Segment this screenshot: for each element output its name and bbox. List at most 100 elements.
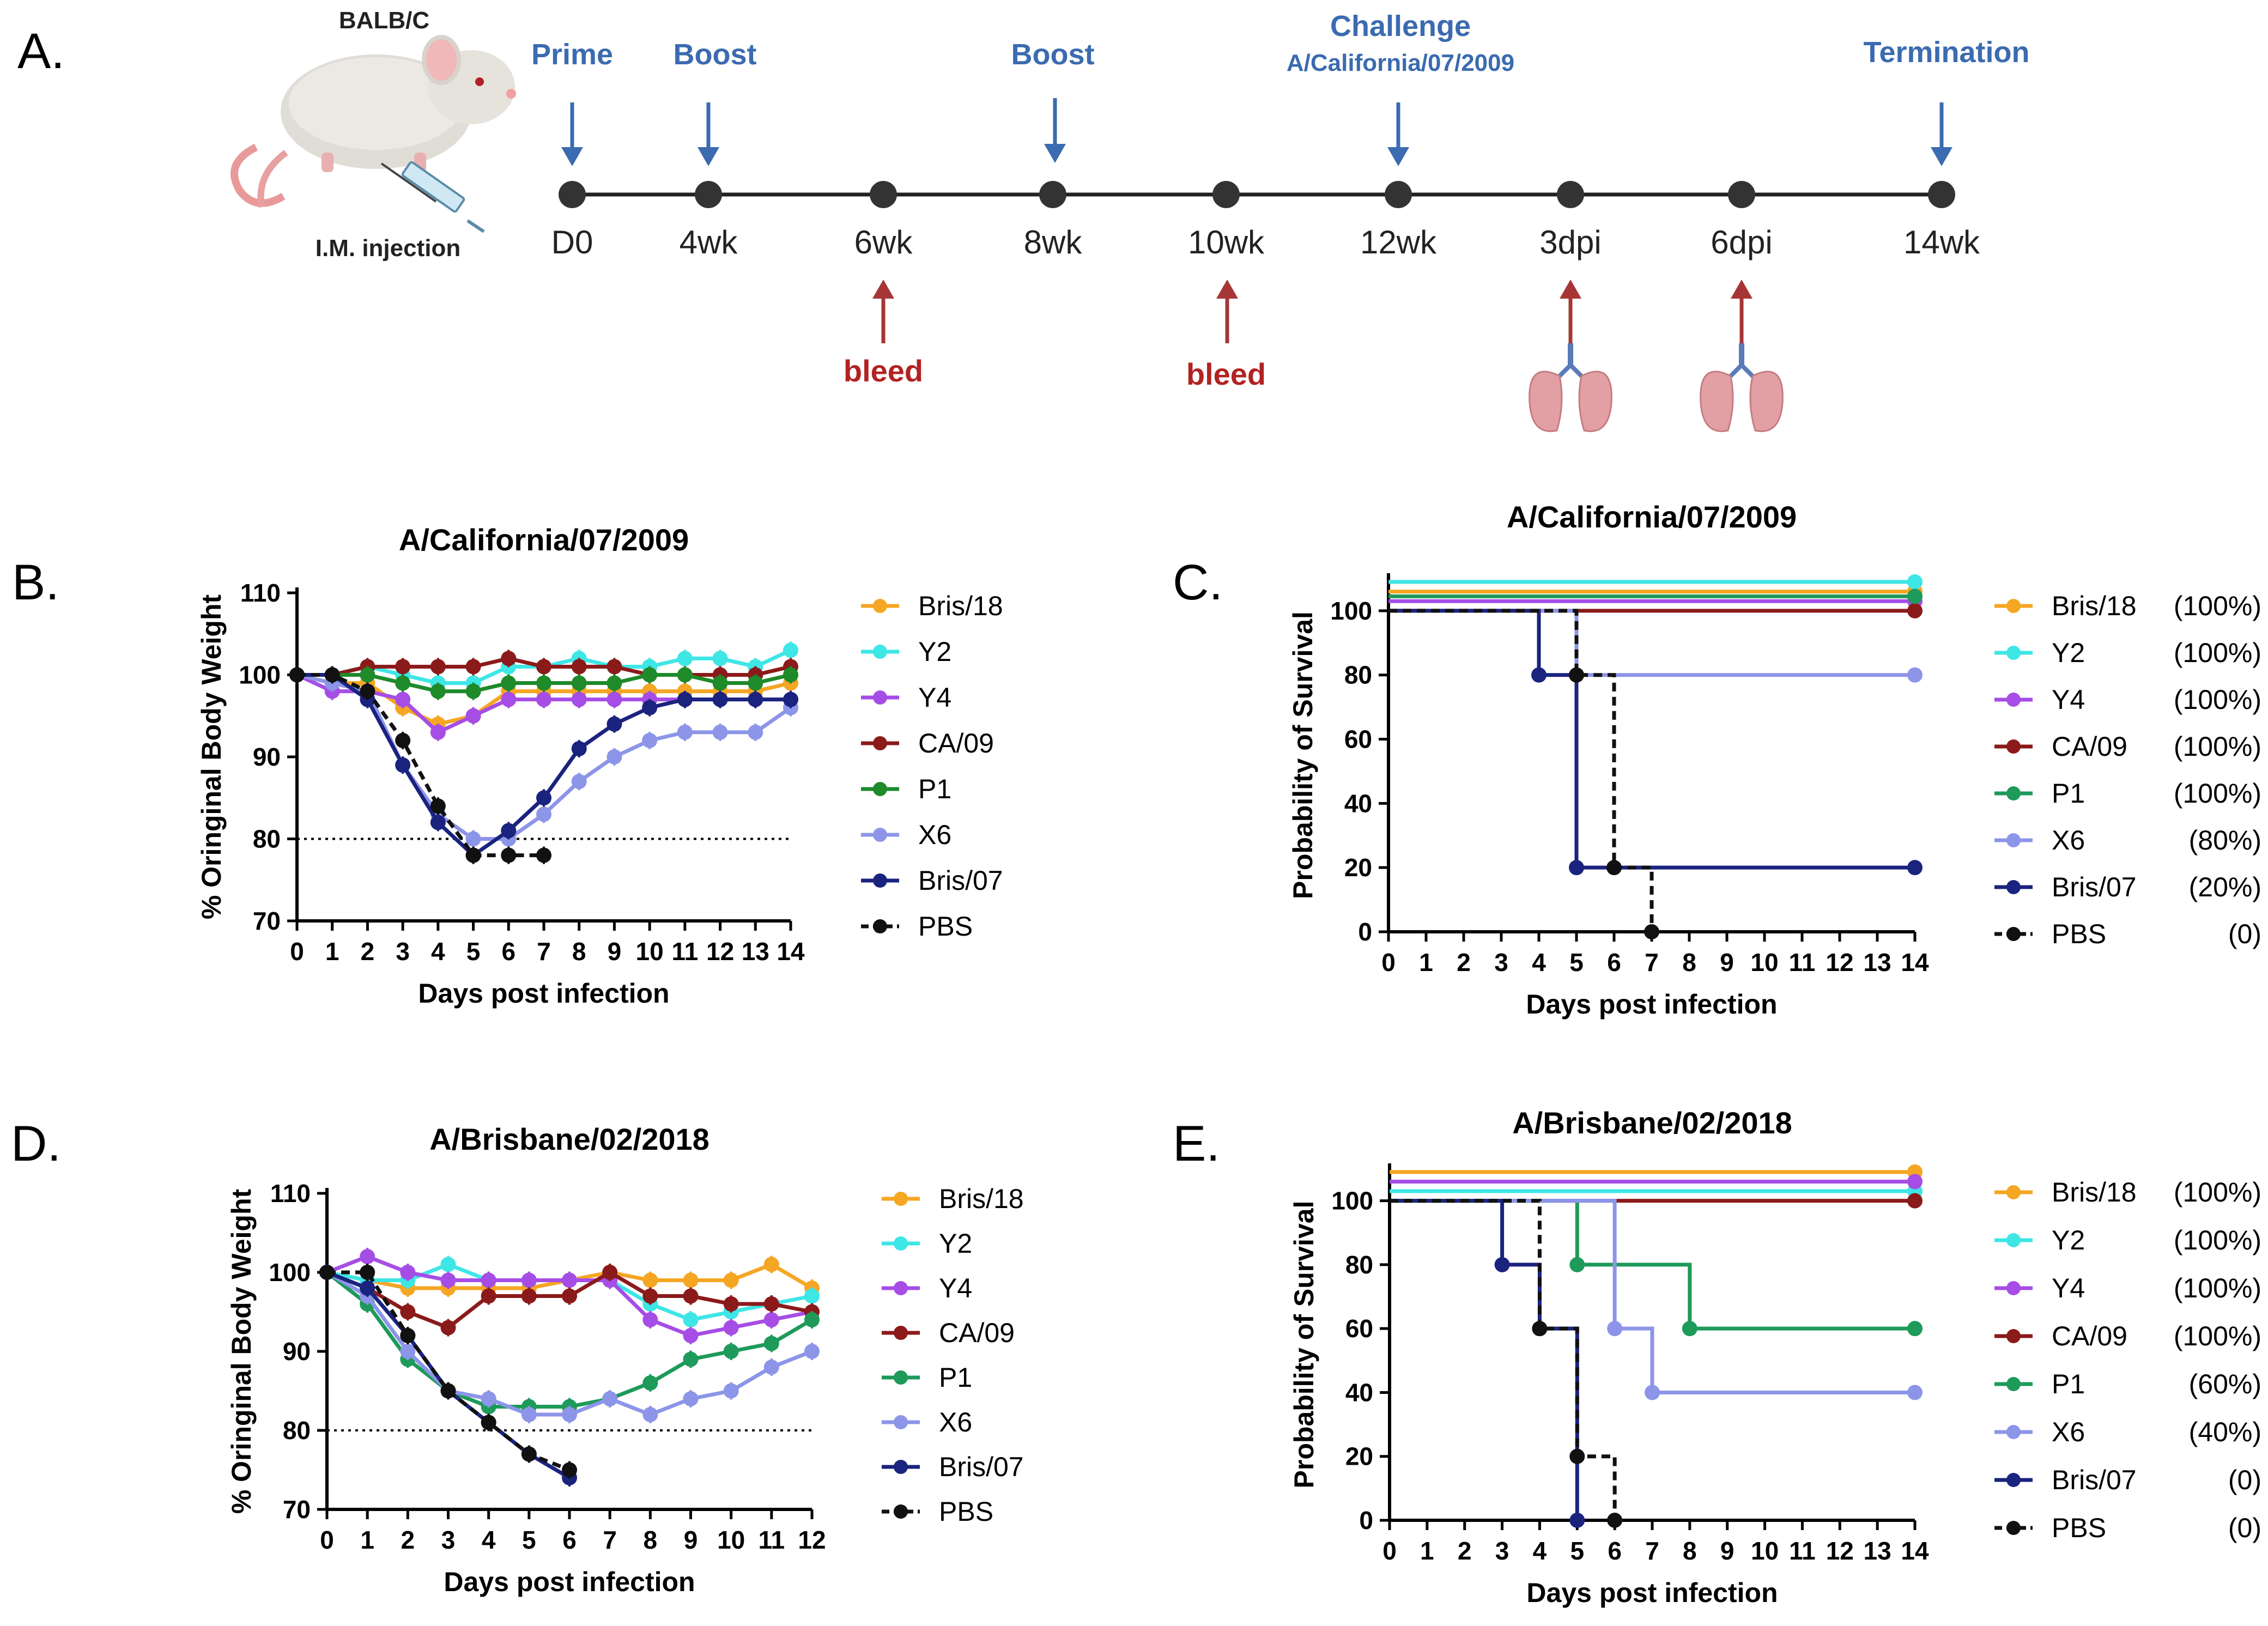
data-point [712, 724, 728, 740]
legend-swatch-dot [2006, 1233, 2021, 1247]
legend-swatch-dot [873, 873, 887, 888]
data-point [571, 659, 587, 675]
legend-label: CA/09 [918, 728, 994, 759]
y-tick-label: 40 [1345, 1378, 1373, 1406]
data-point [683, 1272, 699, 1288]
data-point [683, 1312, 699, 1327]
y-tick-label: 100 [239, 661, 281, 689]
data-point [642, 667, 658, 683]
data-point [607, 716, 622, 732]
data-point [712, 651, 728, 666]
y-tick-label: 110 [270, 1179, 311, 1208]
data-point [763, 1360, 779, 1375]
legend-item: Bris/18 [882, 1184, 1024, 1214]
data-point [536, 790, 551, 806]
data-point [400, 1344, 416, 1359]
timeline-dot [1039, 181, 1066, 208]
legend-percent: (100%) [2174, 684, 2261, 715]
survival-point [1682, 1321, 1697, 1337]
x-tick-label: 13 [1864, 1537, 1891, 1565]
data-point [804, 1288, 820, 1304]
data-point [501, 675, 517, 691]
y-axis-label: Probability of Survival [1288, 611, 1318, 899]
y-tick-label: 100 [1330, 597, 1372, 625]
legend-item: X6 [882, 1407, 972, 1437]
legend-swatch-dot [894, 1326, 908, 1340]
data-point [395, 691, 411, 707]
x-tick-label: 6 [1608, 1537, 1622, 1565]
y-tick-label: 0 [1358, 918, 1372, 946]
legend-item: Bris/07 [882, 1452, 1024, 1482]
survival-step [1390, 1199, 1617, 1520]
x-tick-label: 10 [717, 1526, 745, 1554]
legend-swatch-dot [873, 645, 887, 659]
data-point [602, 1391, 618, 1406]
series-p1 [1390, 1199, 1923, 1337]
y-tick-label: 80 [1345, 1251, 1373, 1279]
data-point [642, 1288, 658, 1304]
data-point [562, 1272, 577, 1288]
panel-e-label: E. [1173, 1116, 1220, 1172]
y-tick-label: 60 [1345, 1314, 1373, 1343]
legend-label: P1 [918, 774, 951, 804]
x-tick-label: 9 [1720, 948, 1734, 976]
data-point [607, 675, 622, 691]
legend: Bris/18 (100%) Y2 (100%) Y4 (100%) CA/09 (100%)… [1994, 591, 2261, 949]
legend-item: P1 [882, 1362, 972, 1393]
legend-swatch-dot [2006, 880, 2021, 894]
data-point [400, 1265, 416, 1280]
legend-percent: (100%) [2174, 1273, 2261, 1303]
timeline-dot [1212, 181, 1240, 208]
x-tick-label: 14 [1901, 948, 1929, 976]
x-tick-label: 10 [636, 937, 664, 966]
data-point [677, 724, 693, 740]
termination-label: Termination [1863, 36, 2029, 69]
data-point [360, 683, 375, 699]
data-point [400, 1304, 416, 1320]
x-tick-label: 10 [1751, 1537, 1779, 1565]
data-point [783, 667, 798, 683]
data-point [642, 1272, 658, 1288]
x-tick-label: 3 [396, 937, 410, 966]
legend-label: Bris/07 [2052, 1465, 2137, 1495]
survival-point [1569, 1257, 1585, 1272]
legend-label: P1 [2052, 1369, 2085, 1399]
x-axis-label: Days post infection [1526, 1578, 1778, 1608]
legend: Bris/18 (100%) Y2 (100%) Y4 (100%) CA/09 (100%)… [1994, 1177, 2261, 1543]
legend-label: Y2 [2052, 638, 2085, 668]
legend-item: X6 (80%) [1994, 825, 2261, 856]
x-tick-label: 9 [1720, 1537, 1735, 1565]
legend-swatch-dot [873, 690, 887, 705]
legend-item: CA/09 [861, 728, 994, 759]
x-axis-label: Days post infection [444, 1567, 695, 1597]
data-point [440, 1383, 456, 1399]
data-point [712, 675, 728, 691]
data-point [536, 691, 551, 707]
legend-item: Y2 [882, 1228, 972, 1259]
x-tick-label: 6 [501, 937, 516, 966]
data-point [763, 1296, 779, 1312]
timepoint-label: 6dpi [1711, 224, 1772, 260]
x-tick-label: 5 [1570, 1537, 1584, 1565]
survival-step [1388, 609, 1915, 677]
data-point [440, 1320, 456, 1336]
data-point [440, 1272, 456, 1288]
series-pbs [319, 1264, 577, 1479]
data-point [607, 691, 622, 707]
legend-swatch-dot [2006, 1329, 2021, 1343]
legend-swatch-dot [894, 1415, 908, 1429]
legend-percent: (100%) [2174, 1321, 2261, 1351]
legend-label: CA/09 [939, 1318, 1015, 1348]
series-p1 [1388, 588, 1923, 604]
bleed-label-2: bleed [1186, 357, 1266, 391]
data-point [481, 1391, 496, 1406]
timepoint-label: 12wk [1360, 224, 1437, 260]
data-point [430, 815, 446, 830]
legend-swatch-dot [2006, 1377, 2021, 1391]
legend-swatch-dot [894, 1236, 908, 1251]
x-tick-label: 4 [482, 1526, 496, 1554]
x-tick-label: 5 [1569, 948, 1584, 976]
legend-item: PBS [882, 1496, 993, 1527]
